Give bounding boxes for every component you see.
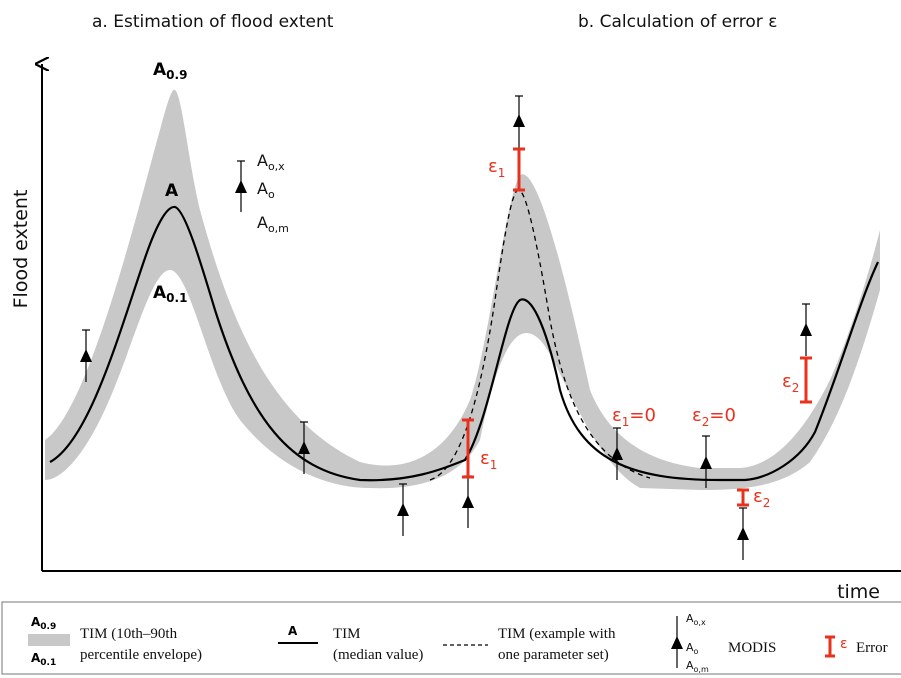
triangle-up-icon <box>235 180 247 193</box>
label-eps1-left: ε1 <box>480 448 497 472</box>
observation-4 <box>462 475 474 528</box>
triangle-up-icon <box>700 456 712 469</box>
observation-6 <box>611 427 623 480</box>
tim-envelope <box>45 89 880 490</box>
error-bar-eps1-top <box>513 147 525 192</box>
label-eps1-top: ε1 <box>488 156 505 180</box>
legend-parameter-example: TIM (example with one parameter set) <box>443 626 616 663</box>
y-axis-label: Flood extent <box>10 190 32 309</box>
observation-3 <box>397 483 409 536</box>
triangle-up-icon <box>611 447 623 460</box>
legend-median: A TIM (median value) <box>278 624 423 663</box>
error-bar-eps2-low <box>737 488 749 507</box>
svg-text:Ao: Ao <box>686 641 699 656</box>
svg-text:Error: Error <box>856 640 888 656</box>
triangle-up-icon <box>800 323 812 336</box>
error-bar-eps1-left <box>462 418 474 479</box>
observation-8 <box>737 507 749 560</box>
triangle-up-icon <box>671 636 683 649</box>
x-axis-label: time <box>837 581 880 603</box>
legend-error: ε Error <box>825 635 888 658</box>
svg-text:TIM (10th–90th: TIM (10th–90th <box>80 626 178 642</box>
svg-text:percentile envelope): percentile envelope) <box>80 647 202 663</box>
label-a09: A0.9 <box>153 60 187 82</box>
legend: A0.9 A0.1 TIM (10th–90th percentile enve… <box>1 601 901 675</box>
triangle-up-icon <box>737 527 749 540</box>
svg-text:TIM: TIM <box>333 626 361 642</box>
label-eps2-right: ε2 <box>782 371 799 395</box>
error-bar-eps2-right <box>800 356 812 404</box>
svg-text:Ao,m: Ao,m <box>686 659 709 674</box>
svg-text:TIM (example with: TIM (example with <box>498 626 616 642</box>
observation-5 <box>513 95 525 148</box>
svg-text:ε: ε <box>840 636 848 652</box>
svg-text:Ao: Ao <box>257 179 275 201</box>
observation-key: Ao,x Ao Ao,m <box>235 151 289 235</box>
label-a01: A0.1 <box>153 283 187 305</box>
label-eps2-zero: ε2=0 <box>692 405 736 429</box>
triangle-up-icon <box>298 441 310 454</box>
label-eps2-low: ε2 <box>753 486 770 510</box>
legend-modis: Ao,x Ao Ao,m MODIS <box>671 612 776 674</box>
observation-1 <box>80 329 92 382</box>
panel-b-title: b. Calculation of error ε <box>578 12 777 32</box>
svg-text:one parameter set): one parameter set) <box>498 647 609 663</box>
panel-a-title: a. Estimation of flood extent <box>92 12 334 32</box>
legend-envelope: A0.9 A0.1 TIM (10th–90th percentile enve… <box>28 615 202 668</box>
svg-text:MODIS: MODIS <box>728 640 776 656</box>
svg-text:A0.9: A0.9 <box>31 615 56 632</box>
svg-text:A: A <box>288 624 298 638</box>
observation-7 <box>700 435 712 488</box>
svg-text:Ao,x: Ao,x <box>686 612 706 627</box>
error-bar-icon <box>825 635 835 658</box>
observation-9 <box>800 303 812 356</box>
label-a: A <box>165 181 179 201</box>
triangle-up-icon <box>462 495 474 508</box>
triangle-up-icon <box>80 349 92 362</box>
observation-2 <box>298 421 310 474</box>
triangle-up-icon <box>513 114 525 127</box>
svg-text:A0.1: A0.1 <box>31 651 56 668</box>
svg-text:Ao,m: Ao,m <box>257 213 289 235</box>
label-eps1-zero: ε1=0 <box>612 405 656 429</box>
svg-text:(median value): (median value) <box>333 647 423 663</box>
svg-text:Ao,x: Ao,x <box>257 151 285 173</box>
triangle-up-icon <box>397 503 409 516</box>
tim-median <box>49 205 879 482</box>
